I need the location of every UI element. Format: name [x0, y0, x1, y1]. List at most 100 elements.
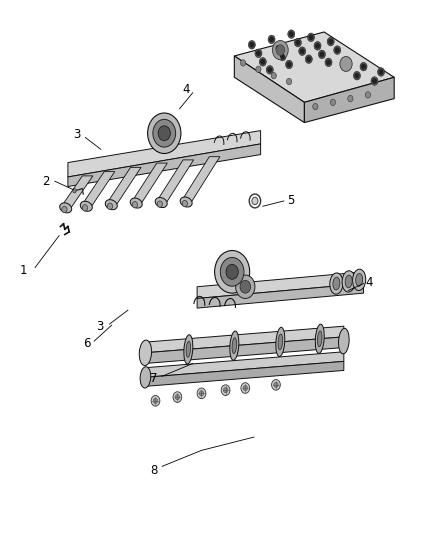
Text: 4: 4	[182, 83, 190, 96]
Circle shape	[275, 44, 282, 52]
Polygon shape	[68, 131, 261, 177]
Text: 6: 6	[83, 337, 91, 350]
Circle shape	[313, 103, 318, 110]
Circle shape	[221, 385, 230, 395]
Circle shape	[279, 52, 286, 61]
Polygon shape	[197, 284, 364, 308]
Circle shape	[82, 205, 88, 211]
Circle shape	[248, 41, 255, 49]
Circle shape	[252, 197, 258, 205]
Ellipse shape	[278, 334, 283, 350]
Ellipse shape	[80, 201, 92, 211]
Circle shape	[290, 32, 293, 36]
Ellipse shape	[60, 203, 72, 213]
Circle shape	[148, 113, 181, 154]
Circle shape	[173, 392, 182, 402]
Circle shape	[348, 95, 353, 102]
Text: 7: 7	[150, 372, 158, 385]
Circle shape	[286, 78, 292, 85]
Circle shape	[327, 60, 330, 64]
Circle shape	[62, 206, 67, 213]
Circle shape	[175, 394, 180, 400]
Circle shape	[309, 35, 313, 39]
Circle shape	[250, 43, 254, 47]
Ellipse shape	[140, 367, 151, 388]
Circle shape	[379, 70, 383, 74]
Polygon shape	[181, 157, 220, 202]
Text: 8: 8	[151, 464, 158, 477]
Circle shape	[276, 45, 285, 55]
Circle shape	[329, 39, 332, 44]
Circle shape	[365, 92, 371, 98]
Polygon shape	[106, 167, 141, 205]
Circle shape	[362, 64, 365, 69]
Ellipse shape	[186, 341, 191, 357]
Circle shape	[334, 46, 341, 54]
Circle shape	[157, 201, 162, 207]
Ellipse shape	[139, 340, 152, 366]
Circle shape	[314, 42, 321, 50]
Circle shape	[107, 203, 113, 209]
Circle shape	[271, 72, 276, 79]
Polygon shape	[68, 144, 261, 187]
Circle shape	[373, 79, 376, 83]
Circle shape	[294, 38, 301, 47]
Circle shape	[73, 189, 76, 193]
Circle shape	[300, 49, 304, 53]
Circle shape	[355, 74, 359, 78]
Circle shape	[215, 251, 250, 293]
Ellipse shape	[130, 198, 142, 208]
Ellipse shape	[232, 338, 237, 353]
Ellipse shape	[315, 324, 324, 353]
Circle shape	[236, 275, 255, 298]
Polygon shape	[234, 56, 304, 123]
Polygon shape	[156, 160, 194, 203]
Circle shape	[241, 383, 250, 393]
Circle shape	[255, 49, 262, 58]
Polygon shape	[234, 32, 394, 102]
Circle shape	[307, 33, 314, 42]
Circle shape	[268, 68, 272, 72]
Circle shape	[153, 119, 176, 147]
Circle shape	[286, 60, 293, 69]
Polygon shape	[81, 172, 115, 206]
Text: 2: 2	[42, 175, 50, 188]
Text: 3: 3	[73, 128, 80, 141]
Circle shape	[223, 387, 228, 393]
Circle shape	[281, 54, 284, 59]
Polygon shape	[60, 176, 93, 208]
Text: 3: 3	[96, 320, 103, 333]
Polygon shape	[145, 361, 344, 386]
Polygon shape	[145, 326, 344, 353]
Polygon shape	[131, 163, 167, 203]
Circle shape	[336, 48, 339, 52]
Circle shape	[272, 379, 280, 390]
Circle shape	[240, 280, 251, 293]
Ellipse shape	[339, 328, 349, 354]
Polygon shape	[145, 352, 344, 377]
Circle shape	[261, 60, 265, 64]
Polygon shape	[304, 77, 394, 123]
Circle shape	[299, 47, 306, 55]
Ellipse shape	[342, 271, 355, 292]
Circle shape	[151, 395, 160, 406]
Ellipse shape	[353, 269, 366, 290]
Text: 5: 5	[287, 195, 294, 207]
Polygon shape	[145, 337, 344, 364]
Circle shape	[274, 382, 278, 387]
Circle shape	[276, 46, 280, 50]
Ellipse shape	[356, 273, 363, 286]
Ellipse shape	[333, 277, 340, 290]
Circle shape	[287, 62, 291, 67]
Ellipse shape	[330, 273, 343, 294]
Circle shape	[288, 30, 295, 38]
Ellipse shape	[318, 331, 322, 347]
Circle shape	[158, 126, 170, 141]
Ellipse shape	[180, 197, 192, 207]
Circle shape	[220, 257, 244, 286]
Circle shape	[259, 58, 266, 66]
Circle shape	[330, 99, 336, 106]
Circle shape	[360, 62, 367, 71]
Circle shape	[307, 57, 311, 61]
Circle shape	[226, 264, 238, 279]
